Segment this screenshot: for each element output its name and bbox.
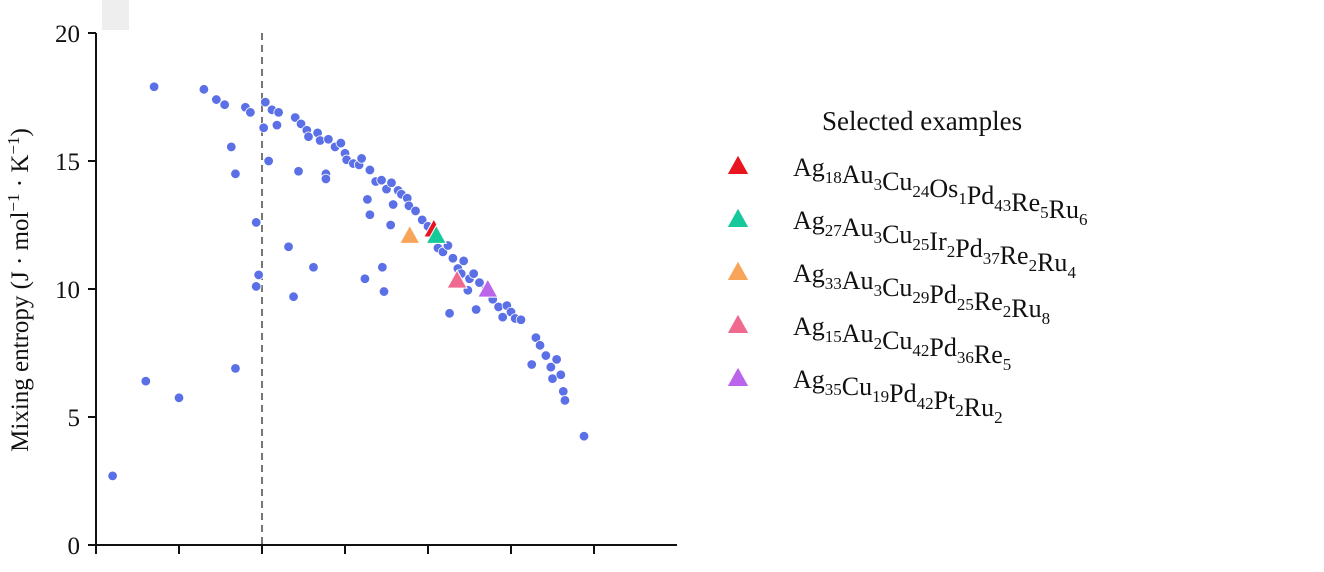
y-axis-label: Mixing entropy (J · mol−1 · K−1) [4,128,35,452]
legend-entry: Ag18Au3Cu24Os1Pd43Re5Ru6 [793,153,1088,229]
data-point [283,241,294,252]
data-point [308,262,319,273]
data-point [263,155,274,167]
data-point [534,340,546,351]
legend-marker [726,206,750,229]
data-point [219,99,230,110]
data-point [497,311,508,323]
y-axis-label-group: Mixing entropy (J · mol−1 · K−1) [4,128,35,452]
y-tick-label: 0 [68,533,81,560]
corner-overlay-box [102,0,129,30]
data-point [385,219,396,231]
data-point [253,269,264,281]
legend-entry: Ag15Au2Cu42Pd36Re5 [793,312,1011,374]
selected-example-marker [398,224,421,244]
data-point [474,277,485,288]
data-point [386,177,397,188]
data-point [303,131,314,142]
legend-marker [726,312,750,335]
data-point [470,304,482,315]
legend-marker [726,153,750,176]
data-point [458,255,469,267]
data-point [258,122,269,133]
data-point [364,209,376,220]
legend-marker [726,259,750,282]
data-point [555,369,567,380]
y-tick-label: 10 [55,277,80,304]
axes: 0 5 10 15 20 [55,21,677,560]
legend-entry: Ag33Au3Cu29Pd25Re2Ru8 [793,259,1050,328]
data-point [335,137,347,149]
data-point [387,199,399,210]
data-point [376,174,387,186]
data-point [323,134,334,145]
data-point [245,107,256,118]
data-point [273,107,284,118]
data-point [378,286,390,297]
data-point [320,173,332,185]
data-point [211,94,222,105]
data-point [260,96,271,108]
legend: Selected examples Ag18Au3Cu24Os1Pd43Re5Ru… [726,106,1088,427]
data-point [377,262,388,273]
data-point [558,386,569,397]
data-point [364,164,376,176]
legend-entry: Ag35Cu19Pd42Pt2Ru2 [793,365,1003,427]
y-tick-label: 5 [68,405,81,432]
data-point [230,363,241,374]
data-point [559,395,571,406]
data-point [148,81,160,92]
data-point [416,214,428,226]
data-point [293,166,304,177]
data-point [515,314,527,325]
data-point [271,119,283,131]
data-point [107,470,118,482]
data-point [447,253,459,264]
selected-example-marker [476,278,499,298]
data-point [250,281,262,292]
y-tick-label: 20 [55,21,80,48]
data-point [526,359,537,370]
data-point [290,112,301,123]
data-point [295,118,307,130]
data-point [230,168,241,180]
y-tick-label: 15 [55,149,80,176]
data-point [226,141,237,153]
data-point [362,194,373,205]
data-point [173,392,185,404]
data-point [545,361,557,373]
data-point [444,308,455,319]
legend-marker [726,365,750,388]
data-point [198,84,210,95]
legend-entry: Ag27Au3Cu25Ir2Pd37Re2Ru4 [793,206,1076,282]
data-point [359,273,371,284]
data-point [250,217,262,228]
selected-example-marker [446,269,468,289]
data-point [551,354,562,365]
data-point [410,205,421,217]
selected-example-marker [425,224,448,244]
data-points [107,81,590,482]
legend-title: Selected examples [822,106,1022,136]
data-point [140,375,152,387]
data-point [468,268,479,279]
data-point [288,291,299,302]
data-point [540,350,552,361]
data-point [356,153,367,164]
data-point [578,431,590,442]
